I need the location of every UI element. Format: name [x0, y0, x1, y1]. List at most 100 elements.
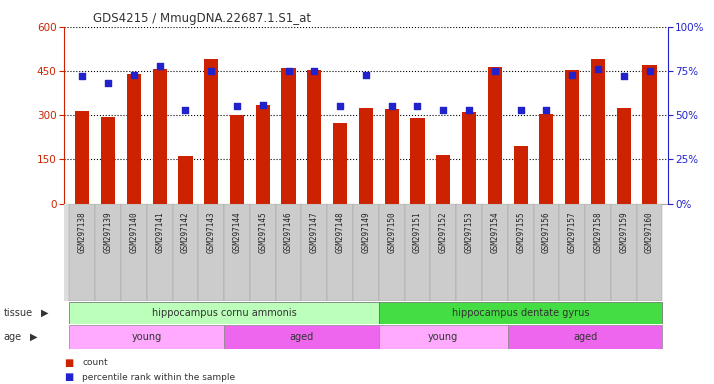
Text: GSM297148: GSM297148 — [336, 211, 345, 253]
Bar — [539, 114, 553, 204]
Bar — [456, 204, 482, 301]
Point — [644, 68, 655, 74]
Bar — [533, 204, 559, 301]
Bar — [411, 118, 425, 204]
Bar — [436, 155, 451, 204]
Bar — [121, 204, 147, 301]
Bar — [385, 109, 399, 204]
Bar — [153, 69, 167, 204]
Point — [489, 68, 501, 74]
Bar — [281, 68, 296, 204]
Bar — [75, 111, 89, 204]
Point — [129, 71, 140, 78]
Bar — [301, 204, 327, 301]
Text: GSM297145: GSM297145 — [258, 211, 267, 253]
Point — [515, 107, 526, 113]
Text: GSM297154: GSM297154 — [491, 211, 499, 253]
Bar — [431, 204, 456, 301]
Text: GSM297144: GSM297144 — [233, 211, 241, 253]
Text: GSM297151: GSM297151 — [413, 211, 422, 253]
Bar — [101, 117, 115, 204]
Text: GSM297139: GSM297139 — [104, 211, 113, 253]
Point — [154, 63, 166, 69]
Text: GSM297147: GSM297147 — [310, 211, 319, 253]
Text: count: count — [82, 358, 108, 367]
Text: ■: ■ — [64, 358, 74, 368]
Bar — [256, 105, 270, 204]
Text: GSM297155: GSM297155 — [516, 211, 525, 253]
Bar — [488, 67, 502, 204]
Text: GSM297152: GSM297152 — [439, 211, 448, 253]
Bar — [204, 59, 218, 204]
Text: GSM297142: GSM297142 — [181, 211, 190, 253]
Bar — [69, 325, 224, 349]
Point — [180, 107, 191, 113]
Text: age: age — [4, 332, 21, 342]
Bar — [224, 325, 379, 349]
Text: young: young — [131, 332, 162, 342]
Bar — [95, 204, 121, 301]
Text: aged: aged — [573, 332, 597, 342]
Bar — [508, 325, 663, 349]
Bar — [637, 204, 663, 301]
Bar — [359, 108, 373, 204]
Point — [593, 66, 604, 72]
Text: GSM297143: GSM297143 — [207, 211, 216, 253]
Text: aged: aged — [289, 332, 313, 342]
Point — [618, 73, 630, 79]
Text: GSM297159: GSM297159 — [619, 211, 628, 253]
Bar — [198, 204, 224, 301]
Text: hippocampus dentate gyrus: hippocampus dentate gyrus — [452, 308, 589, 318]
Point — [283, 68, 294, 74]
Point — [386, 103, 398, 109]
Point — [76, 73, 88, 79]
Bar — [617, 108, 631, 204]
Text: GSM297157: GSM297157 — [568, 211, 577, 253]
Bar — [565, 70, 579, 204]
Bar — [559, 204, 585, 301]
Bar — [69, 204, 95, 301]
Text: GSM297153: GSM297153 — [465, 211, 473, 253]
Bar — [127, 74, 141, 204]
Point — [566, 71, 578, 78]
Point — [102, 80, 114, 86]
Text: GSM297149: GSM297149 — [361, 211, 371, 253]
Bar — [173, 204, 198, 301]
Text: GSM297160: GSM297160 — [645, 211, 654, 253]
Bar — [379, 325, 508, 349]
Bar — [69, 302, 379, 324]
Bar — [513, 146, 528, 204]
Bar — [611, 204, 637, 301]
Point — [540, 107, 552, 113]
Text: ■: ■ — [64, 372, 74, 382]
Bar — [643, 65, 657, 204]
Text: young: young — [428, 332, 458, 342]
Point — [412, 103, 423, 109]
Text: percentile rank within the sample: percentile rank within the sample — [82, 372, 235, 382]
Bar — [508, 204, 533, 301]
Bar — [482, 204, 508, 301]
Point — [206, 68, 217, 74]
Point — [463, 107, 475, 113]
Bar — [585, 204, 611, 301]
Bar — [250, 204, 276, 301]
Bar — [462, 112, 476, 204]
Bar — [224, 204, 250, 301]
Text: GSM297140: GSM297140 — [129, 211, 139, 253]
Bar — [178, 156, 193, 204]
Bar — [147, 204, 173, 301]
Bar — [230, 115, 244, 204]
Bar — [379, 204, 405, 301]
Point — [231, 103, 243, 109]
Point — [308, 68, 320, 74]
Bar — [379, 302, 663, 324]
Text: GSM297156: GSM297156 — [542, 211, 551, 253]
Text: ▶: ▶ — [41, 308, 49, 318]
Point — [257, 101, 268, 108]
Bar — [353, 204, 379, 301]
Text: hippocampus cornu ammonis: hippocampus cornu ammonis — [152, 308, 296, 318]
Point — [438, 107, 449, 113]
Text: GSM297141: GSM297141 — [155, 211, 164, 253]
Text: GSM297150: GSM297150 — [387, 211, 396, 253]
Text: GSM297138: GSM297138 — [78, 211, 87, 253]
